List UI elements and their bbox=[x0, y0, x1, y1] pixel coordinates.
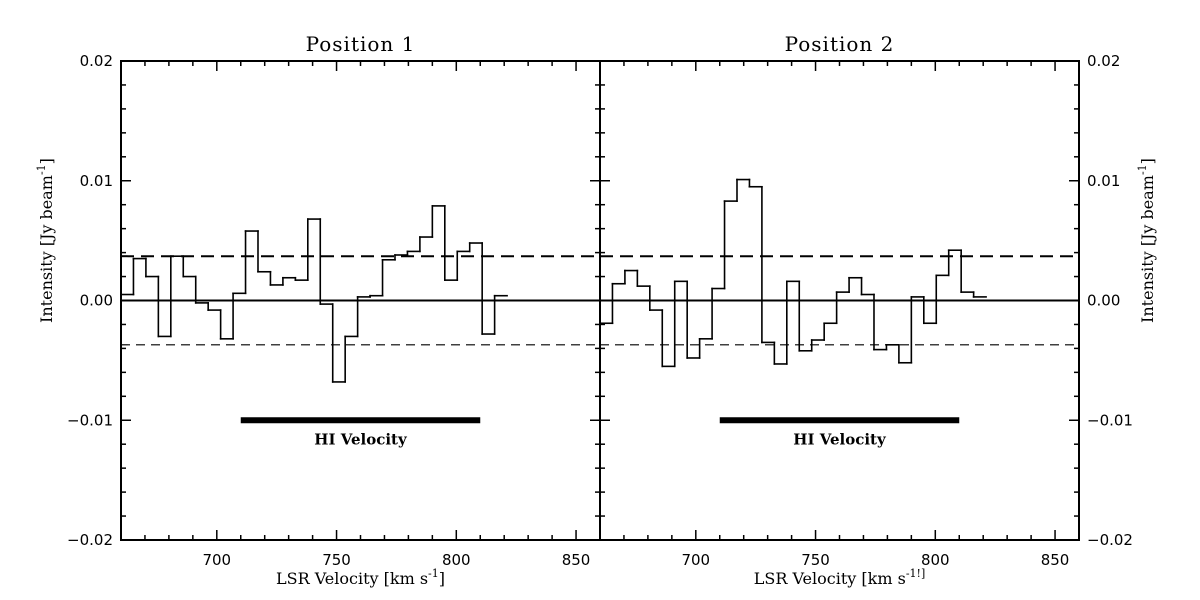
x-axis-label-main: LSR Velocity [km s bbox=[754, 569, 906, 588]
x-tick-label: 750 bbox=[322, 551, 351, 569]
y-tick-label: −0.02 bbox=[67, 531, 113, 549]
y-tick-label: 0.02 bbox=[80, 52, 113, 70]
y-tick-label: 0.01 bbox=[80, 172, 113, 190]
x-axis-label-sup: -1!] bbox=[906, 567, 925, 580]
x-axis-label-main: LSR Velocity [km s bbox=[276, 569, 428, 588]
y-tick-label: 0.02 bbox=[1087, 52, 1120, 70]
y-axis-label-main: Intensity [Jy beam bbox=[37, 175, 56, 323]
y-tick-label: −0.01 bbox=[67, 411, 113, 429]
x-tick-label: 700 bbox=[681, 551, 710, 569]
y-tick-label: 0.00 bbox=[80, 292, 113, 310]
y-axis-label-end: ] bbox=[1138, 158, 1157, 164]
panel-1: HI Velocity 700 750 800 850 −0.02 −0.01 0.00 0.0… bbox=[35, 32, 601, 588]
x-axis-label: LSR Velocity [km s-1!] bbox=[754, 567, 926, 588]
y-axis-label: Intensity [Jy beam-1] bbox=[35, 158, 56, 323]
x-axis-label-sup: -1 bbox=[428, 567, 439, 580]
x-tick-label: 850 bbox=[1041, 551, 1070, 569]
y-axis-label-main: Intensity [Jy beam bbox=[1138, 175, 1157, 323]
y-tick-label: 0.00 bbox=[1087, 292, 1120, 310]
y-axis-label-end: ] bbox=[37, 158, 56, 164]
y-tick-label: −0.02 bbox=[1087, 531, 1133, 549]
panel-title: Position 2 bbox=[785, 32, 895, 56]
y-axis-label-sup: -1 bbox=[35, 164, 48, 175]
hi-velocity-label: HI Velocity bbox=[314, 430, 408, 448]
y-tick-label: −0.01 bbox=[1087, 411, 1133, 429]
y-axis-label: Intensity [Jy beam-1] bbox=[1136, 158, 1157, 323]
x-tick-label: 850 bbox=[562, 551, 591, 569]
x-tick-label: 800 bbox=[442, 551, 471, 569]
x-axis-label: LSR Velocity [km s-1] bbox=[276, 567, 445, 588]
y-tick-label: 0.01 bbox=[1087, 172, 1120, 190]
hi-velocity-label: HI Velocity bbox=[793, 430, 887, 448]
panel-title: Position 1 bbox=[306, 32, 416, 56]
x-tick-label: 800 bbox=[921, 551, 950, 569]
panel-2: HI Velocity 700 750 800 850 −0.02 −0.01 0.00 0.0… bbox=[599, 32, 1157, 588]
x-tick-label: 700 bbox=[202, 551, 231, 569]
y-axis-label-sup: -1 bbox=[1136, 164, 1149, 175]
x-axis-label-end: ] bbox=[439, 569, 445, 588]
x-tick-label: 750 bbox=[801, 551, 830, 569]
